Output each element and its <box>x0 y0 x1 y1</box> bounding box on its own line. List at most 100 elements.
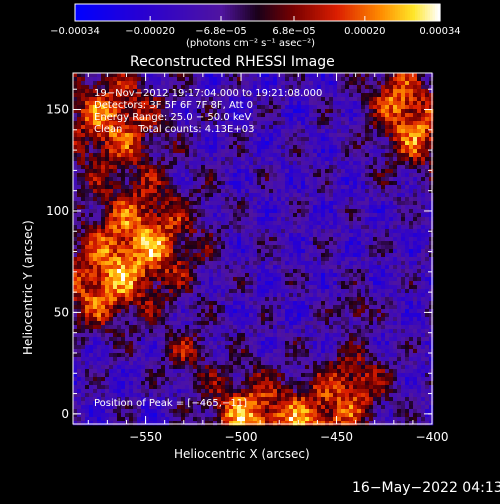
heatmap-cell <box>317 169 321 173</box>
heatmap-cell <box>405 277 409 281</box>
heatmap-cell <box>425 165 429 169</box>
heatmap-cell <box>165 185 169 189</box>
heatmap-cell <box>421 105 425 109</box>
heatmap-cell <box>317 217 321 221</box>
heatmap-cell <box>141 225 145 229</box>
heatmap-cell <box>397 133 401 137</box>
heatmap-cell <box>353 161 357 165</box>
heatmap-cell <box>157 141 161 145</box>
heatmap-cell <box>137 205 141 209</box>
heatmap-cell <box>197 261 201 265</box>
heatmap-cell <box>361 145 365 149</box>
heatmap-cell <box>141 193 145 197</box>
heatmap-cell <box>329 109 333 113</box>
heatmap-cell <box>113 233 117 237</box>
heatmap-cell <box>241 181 245 185</box>
heatmap-cell <box>301 157 305 161</box>
heatmap-cell <box>237 165 241 169</box>
heatmap-cell <box>341 89 345 93</box>
heatmap-cell <box>77 141 81 145</box>
heatmap-cell <box>109 245 113 249</box>
heatmap-cell <box>177 173 181 177</box>
heatmap-cell <box>317 257 321 261</box>
heatmap-cell <box>293 149 297 153</box>
heatmap-cell <box>233 197 237 201</box>
heatmap-cell <box>109 177 113 181</box>
heatmap-cell <box>213 169 217 173</box>
heatmap-cell <box>229 161 233 165</box>
heatmap-cell <box>73 197 77 201</box>
heatmap-cell <box>381 233 385 237</box>
heatmap-cell <box>317 145 321 149</box>
heatmap-cell <box>349 81 353 85</box>
heatmap-cell <box>205 169 209 173</box>
heatmap-cell <box>361 193 365 197</box>
heatmap-cell <box>97 241 101 245</box>
heatmap-cell <box>81 109 85 113</box>
heatmap-cell <box>329 145 333 149</box>
heatmap-cell <box>357 125 361 129</box>
heatmap-cell <box>241 213 245 217</box>
heatmap-cell <box>253 241 257 245</box>
heatmap-cell <box>293 173 297 177</box>
heatmap-cell <box>245 285 249 289</box>
heatmap-cell <box>237 253 241 257</box>
heatmap-cell <box>293 245 297 249</box>
heatmap-cell <box>401 73 405 77</box>
heatmap-cell <box>237 245 241 249</box>
heatmap-cell <box>361 217 365 221</box>
heatmap-cell <box>385 97 389 101</box>
heatmap-cell <box>201 281 205 285</box>
heatmap-cell <box>177 157 181 161</box>
heatmap-cell <box>293 269 297 273</box>
heatmap-cell <box>117 81 121 85</box>
heatmap-cell <box>73 141 77 145</box>
heatmap-cell <box>89 217 93 221</box>
heatmap-cell <box>385 245 389 249</box>
heatmap-cell <box>385 229 389 233</box>
heatmap-cell <box>77 253 81 257</box>
heatmap-cell <box>393 201 397 205</box>
heatmap-cell <box>377 213 381 217</box>
heatmap-cell <box>273 193 277 197</box>
heatmap-cell <box>405 165 409 169</box>
heatmap-cell <box>377 209 381 213</box>
heatmap-cell <box>373 233 377 237</box>
heatmap-cell <box>269 201 273 205</box>
heatmap-cell <box>241 269 245 273</box>
heatmap-cell <box>273 189 277 193</box>
heatmap-cell <box>277 173 281 177</box>
heatmap-cell <box>229 185 233 189</box>
heatmap-cell <box>285 133 289 137</box>
heatmap-cell <box>133 281 137 285</box>
heatmap-cell <box>73 225 77 229</box>
heatmap-cell <box>401 273 405 277</box>
heatmap-cell <box>161 193 165 197</box>
heatmap-cell <box>85 205 89 209</box>
heatmap-cell <box>225 249 229 253</box>
heatmap-cell <box>205 193 209 197</box>
heatmap-cell <box>361 261 365 265</box>
heatmap-cell <box>197 273 201 277</box>
heatmap-cell <box>405 121 409 125</box>
heatmap-cell <box>393 109 397 113</box>
heatmap-cell <box>429 169 433 173</box>
heatmap-cell <box>73 101 77 105</box>
heatmap-cell <box>229 221 233 225</box>
heatmap-cell <box>217 145 221 149</box>
heatmap-cell <box>205 153 209 157</box>
heatmap-cell <box>333 277 337 281</box>
heatmap-cell <box>409 241 413 245</box>
heatmap-cell <box>85 121 89 125</box>
heatmap-cell <box>361 281 365 285</box>
heatmap-cell <box>225 209 229 213</box>
heatmap-cell <box>381 109 385 113</box>
heatmap-cell <box>149 257 153 261</box>
heatmap-cell <box>265 209 269 213</box>
heatmap-cell <box>113 145 117 149</box>
heatmap-cell <box>149 181 153 185</box>
heatmap-cell <box>305 273 309 277</box>
heatmap-cell <box>97 277 101 281</box>
heatmap-cell <box>105 225 109 229</box>
heatmap-cell <box>389 177 393 181</box>
